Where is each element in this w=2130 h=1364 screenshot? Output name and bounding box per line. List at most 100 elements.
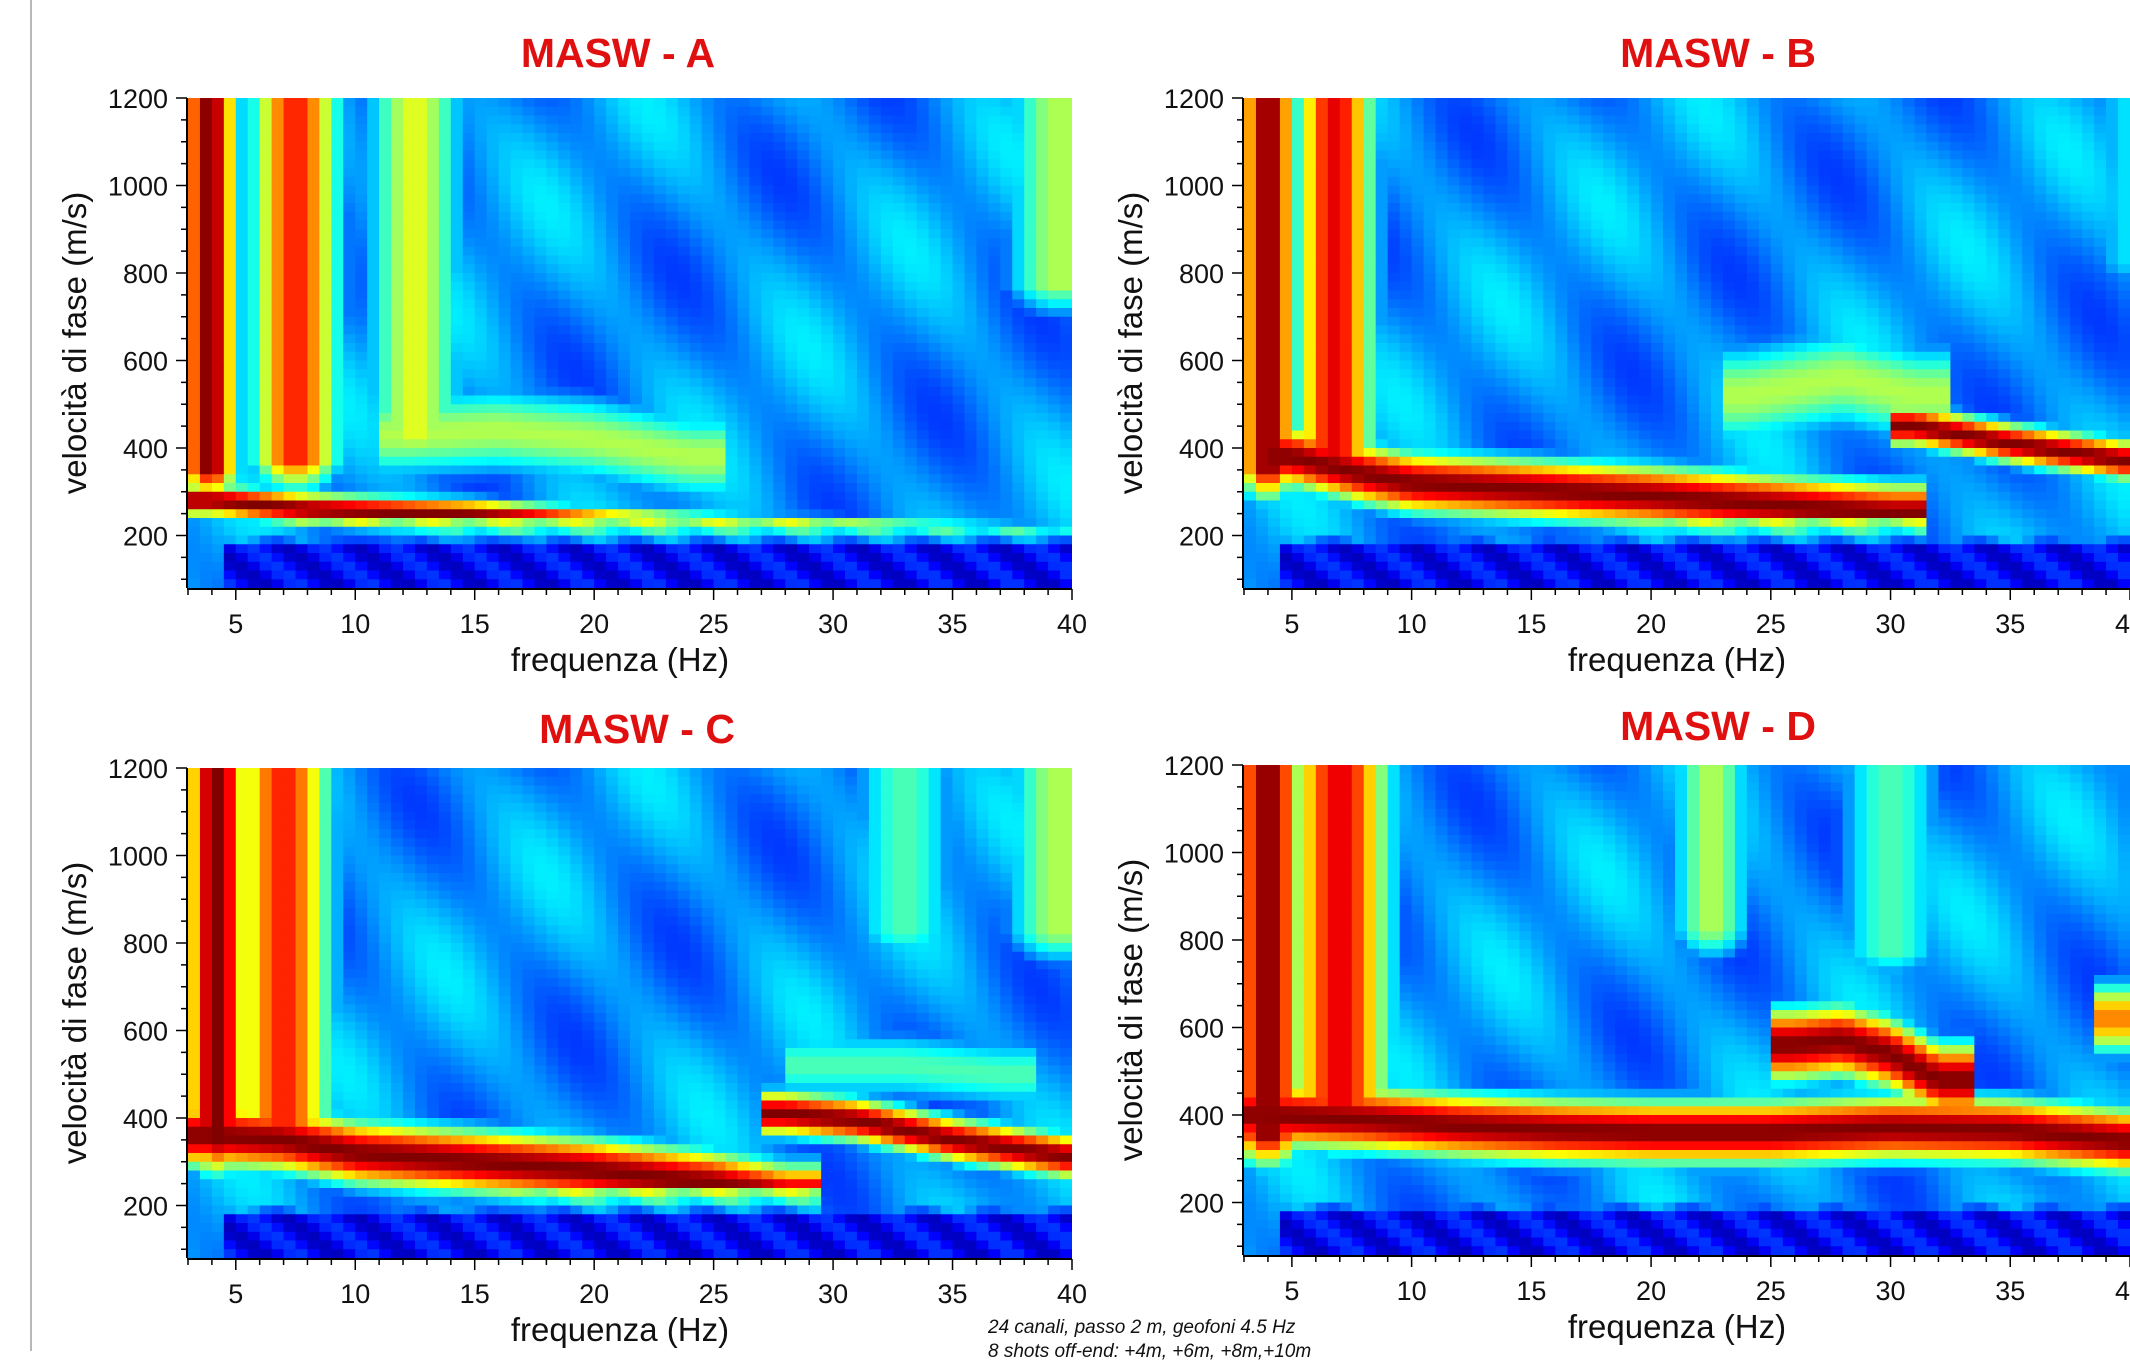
heatmap-cell	[797, 509, 810, 518]
heatmap-cell	[833, 439, 846, 448]
heatmap-cell	[188, 387, 201, 396]
heatmap-cell	[1268, 404, 1281, 413]
heatmap-cell	[881, 98, 894, 107]
heatmap-cell	[248, 133, 261, 142]
heatmap-cell	[702, 159, 715, 168]
x-axis-label: frequenza (Hz)	[511, 641, 729, 678]
heatmap-cell	[1304, 221, 1317, 230]
heatmap-cell	[1256, 256, 1269, 265]
heatmap-cell	[988, 124, 1001, 133]
heatmap-cell	[1364, 544, 1377, 553]
heatmap-cell	[833, 291, 846, 300]
heatmap-cell	[331, 273, 344, 282]
heatmap-cell	[964, 247, 977, 256]
heatmap-cell	[1048, 544, 1061, 553]
heatmap-cell	[1036, 343, 1049, 352]
heatmap-cell	[690, 378, 703, 387]
heatmap-cell	[343, 177, 356, 186]
heatmap-cell	[212, 396, 225, 405]
heatmap-cell	[546, 579, 559, 588]
heatmap-cells	[188, 98, 1073, 589]
heatmap-cell	[749, 203, 762, 212]
heatmap-cell	[212, 229, 225, 238]
heatmap-cell	[1316, 107, 1329, 116]
heatmap-cell	[857, 116, 870, 125]
heatmap-cell	[1316, 151, 1329, 160]
heatmap-cell	[857, 326, 870, 335]
heatmap-cell	[427, 317, 440, 326]
heatmap-cell	[367, 194, 380, 203]
heatmap-cell	[1048, 212, 1061, 221]
heatmap-cell	[534, 264, 547, 273]
heatmap-cell	[1376, 151, 1389, 160]
heatmap-cell	[463, 361, 476, 370]
heatmap-cell	[475, 98, 488, 107]
heatmap-cell	[618, 343, 631, 352]
heatmap-cell	[451, 264, 464, 273]
heatmap-cell	[797, 404, 810, 413]
heatmap-cell	[738, 107, 751, 116]
heatmap-cell	[319, 107, 332, 116]
heatmap-cell	[260, 501, 273, 510]
heatmap-cell	[570, 194, 583, 203]
heatmap-cell	[415, 334, 428, 343]
heatmap-cell	[1352, 378, 1365, 387]
heatmap-cell	[761, 282, 774, 291]
heatmap-cell	[1280, 238, 1293, 247]
heatmap-cell	[1060, 142, 1073, 151]
heatmap-cell	[224, 579, 237, 588]
heatmap-cell	[582, 142, 595, 151]
heatmap-cell	[248, 326, 261, 335]
heatmap-cell	[1268, 536, 1281, 545]
heatmap-cell	[1340, 221, 1353, 230]
heatmap-cell	[630, 448, 643, 457]
heatmap-cell	[1244, 492, 1257, 501]
heatmap-cell	[1024, 571, 1037, 580]
heatmap-cell	[726, 553, 739, 562]
heatmap-cell	[654, 536, 667, 545]
heatmap-cell	[1036, 474, 1049, 483]
heatmap-cell	[391, 396, 404, 405]
heatmap-cell	[427, 439, 440, 448]
heatmap-cell	[403, 343, 416, 352]
heatmap-cell	[1376, 413, 1389, 422]
heatmap-cell	[702, 509, 715, 518]
heatmap-cell	[475, 579, 488, 588]
heatmap-cell	[642, 194, 655, 203]
heatmap-cell	[1352, 247, 1365, 256]
heatmap-cell	[821, 98, 834, 107]
heatmap-cell	[1292, 168, 1305, 177]
heatmap-cell	[905, 159, 918, 168]
heatmap-cell	[594, 553, 607, 562]
heatmap-cell	[1364, 247, 1377, 256]
heatmap-cell	[785, 474, 798, 483]
heatmap-cell	[367, 396, 380, 405]
heatmap-cell	[511, 116, 524, 125]
heatmap-cell	[690, 562, 703, 571]
heatmap-cell	[976, 151, 989, 160]
heatmap-cell	[905, 168, 918, 177]
heatmap-cell	[307, 159, 320, 168]
heatmap-cell	[702, 177, 715, 186]
heatmap-cell	[714, 352, 727, 361]
heatmap-cell	[857, 501, 870, 510]
heatmap-cell	[260, 124, 273, 133]
heatmap-cell	[1328, 527, 1341, 536]
heatmap-cell	[284, 98, 297, 107]
heatmap-cell	[475, 326, 488, 335]
heatmap-cell	[260, 474, 273, 483]
heatmap-cell	[200, 186, 213, 195]
heatmap-cell	[1304, 107, 1317, 116]
heatmap-cell	[558, 518, 571, 527]
heatmap-cell	[976, 422, 989, 431]
heatmap-cell	[307, 404, 320, 413]
heatmap-cell	[1244, 457, 1257, 466]
heatmap-cell	[427, 107, 440, 116]
heatmap-cell	[367, 221, 380, 230]
heatmap-cell	[964, 544, 977, 553]
heatmap-cell	[319, 562, 332, 571]
heatmap-cell	[260, 544, 273, 553]
heatmap-cell	[869, 107, 882, 116]
heatmap-cell	[522, 579, 535, 588]
heatmap-cell	[1048, 387, 1061, 396]
